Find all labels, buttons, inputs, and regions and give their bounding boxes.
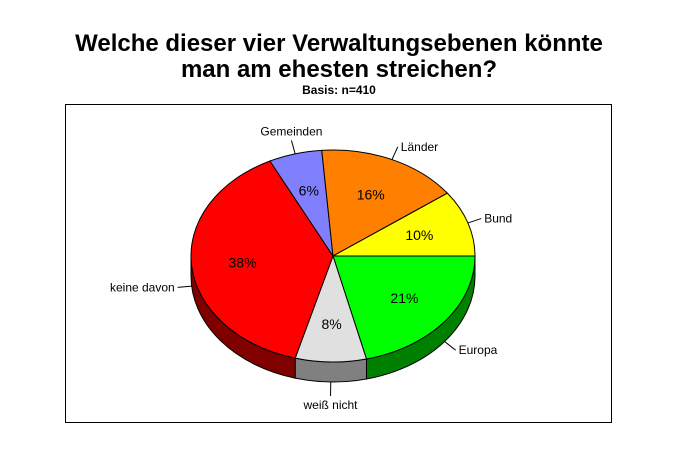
value-label-keine-davon: 38% bbox=[229, 254, 257, 270]
pie-slice-europa bbox=[332, 255, 476, 360]
category-label-keine-davon: keine davon bbox=[110, 280, 175, 294]
leader-line-keine-davon bbox=[177, 285, 192, 288]
leader-line-bund bbox=[467, 218, 482, 224]
plot-frame bbox=[65, 104, 612, 423]
value-label-weiss-nicht: 8% bbox=[321, 316, 341, 332]
chart-subtitle: Basis: n=410 bbox=[302, 83, 376, 97]
leader-line-europa bbox=[444, 341, 456, 351]
chart-title-line-2: man am ehesten streichen? bbox=[180, 56, 498, 83]
leader-line-gemeinden bbox=[290, 140, 296, 154]
category-label-laender: Länder bbox=[401, 140, 438, 154]
leader-line-laender bbox=[391, 146, 399, 160]
pie-slice-bund bbox=[332, 192, 476, 257]
category-label-weiss-nicht: weiß nicht bbox=[303, 398, 359, 412]
value-label-europa: 21% bbox=[390, 290, 418, 306]
pie-slice-keine-davon bbox=[190, 160, 334, 359]
category-label-bund: Bund bbox=[484, 212, 512, 226]
value-label-bund: 10% bbox=[405, 227, 433, 243]
chart-title-line-1: Welche dieser vier Verwaltungsebenen kön… bbox=[75, 30, 603, 57]
value-label-gemeinden: 6% bbox=[299, 183, 319, 199]
category-label-gemeinden: Gemeinden bbox=[260, 124, 322, 138]
value-label-laender: 16% bbox=[357, 186, 385, 202]
category-label-europa: Europa bbox=[459, 343, 498, 357]
pie-slice-laender bbox=[321, 149, 449, 257]
